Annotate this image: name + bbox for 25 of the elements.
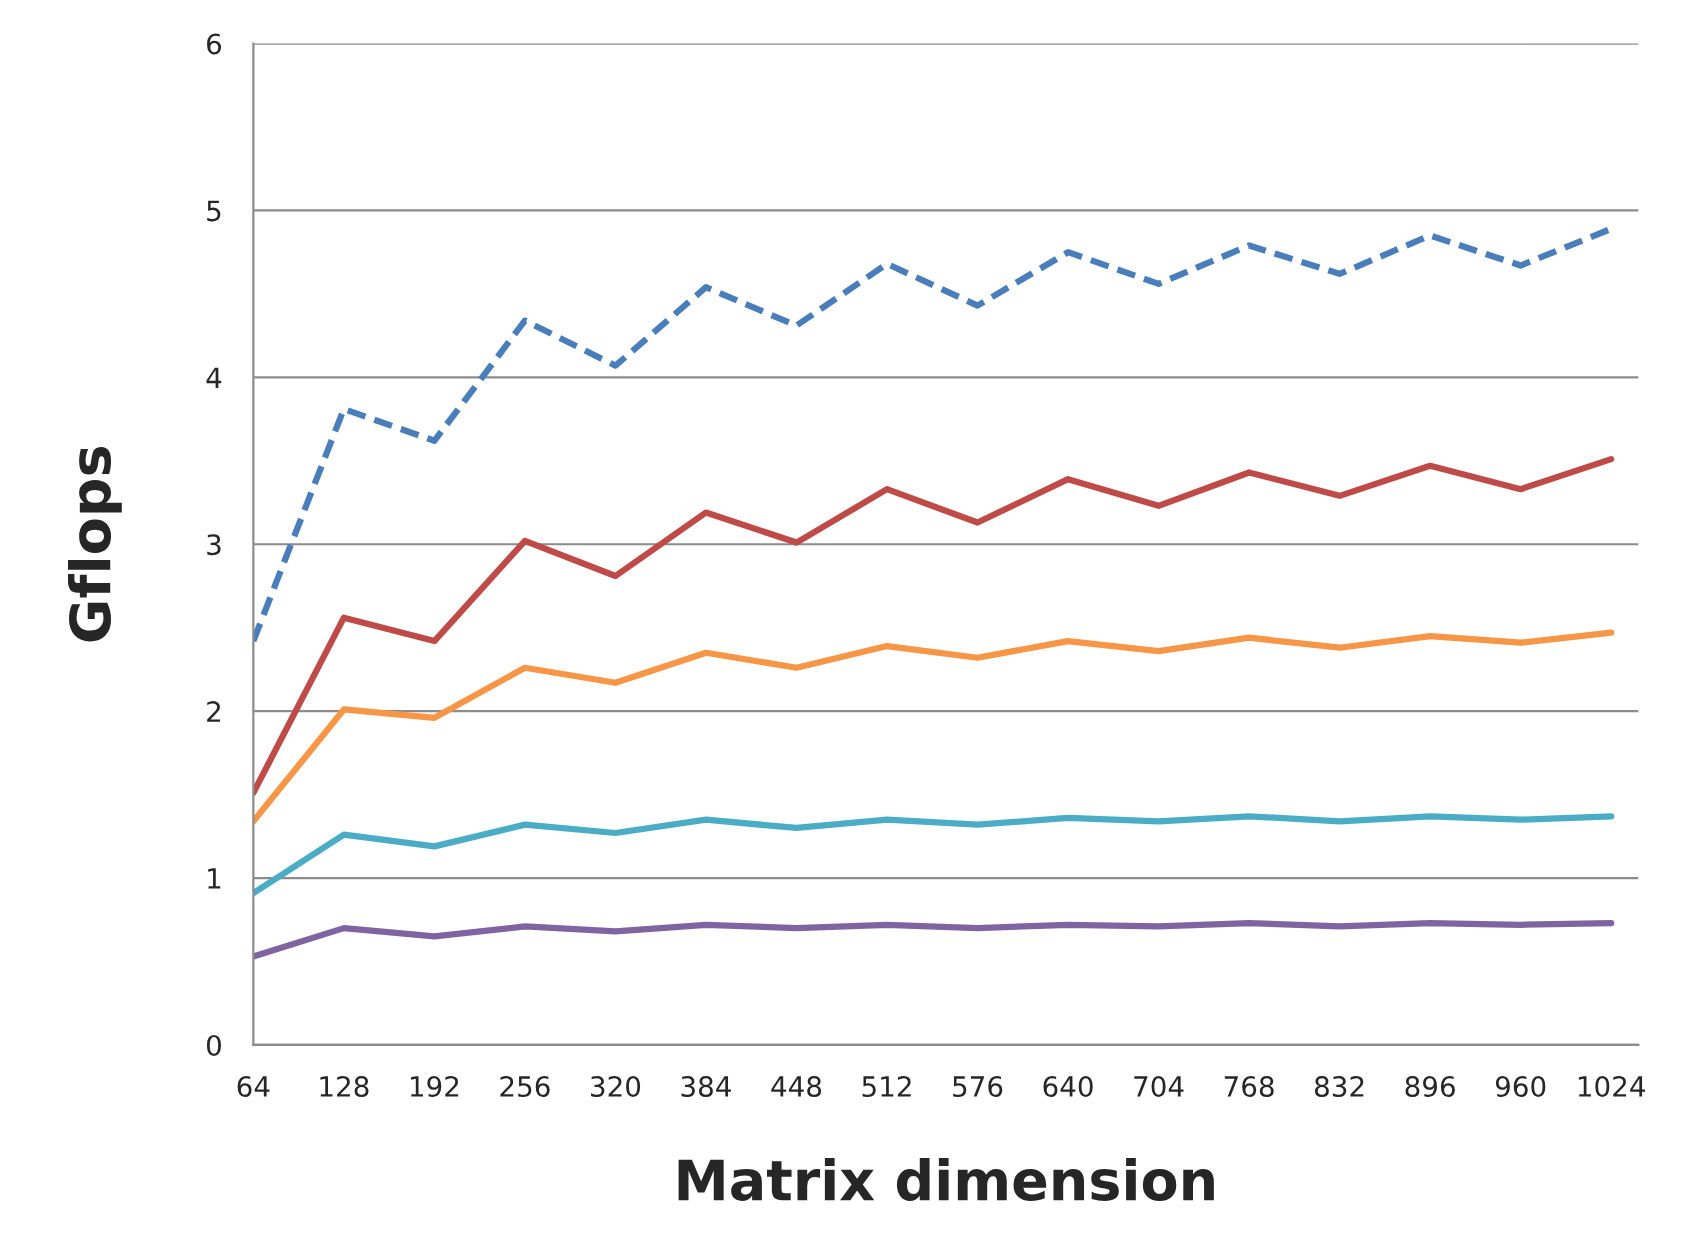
y-tick-label: 0 (206, 1034, 221, 1056)
y-tick-label: 4 (206, 367, 222, 388)
y-tick-label: 2 (207, 701, 221, 722)
x-tick-label: 960 (1495, 1076, 1546, 1098)
x-tick-label: 192 (410, 1076, 459, 1098)
x-tick-label: 128 (320, 1076, 369, 1098)
x-tick-label: 64 (237, 1076, 270, 1098)
y-tick-label: 5 (207, 200, 221, 222)
x-tick-label: 1024 (1578, 1076, 1645, 1098)
y-tick-label: 3 (207, 534, 221, 556)
y-tick-label: 6 (207, 33, 222, 55)
x-tick-label: 768 (1224, 1076, 1274, 1098)
x-tick-label: 896 (1405, 1076, 1455, 1098)
x-tick-label: 320 (591, 1076, 641, 1098)
x-tick-label: 704 (1134, 1076, 1184, 1098)
x-tick-label: 640 (1043, 1076, 1093, 1098)
x-tick-label: 256 (500, 1076, 550, 1098)
x-tick-label: 384 (681, 1076, 731, 1098)
x-axis-title: Matrix dimension (678, 1157, 1214, 1201)
x-tick-label: 576 (953, 1076, 1003, 1098)
x-tick-label: 448 (771, 1076, 822, 1098)
y-tick-label: 1 (208, 868, 221, 889)
x-tick-label: 512 (862, 1076, 911, 1098)
x-tick-label: 832 (1314, 1076, 1364, 1098)
y-axis-title: Gflops (68, 446, 122, 642)
